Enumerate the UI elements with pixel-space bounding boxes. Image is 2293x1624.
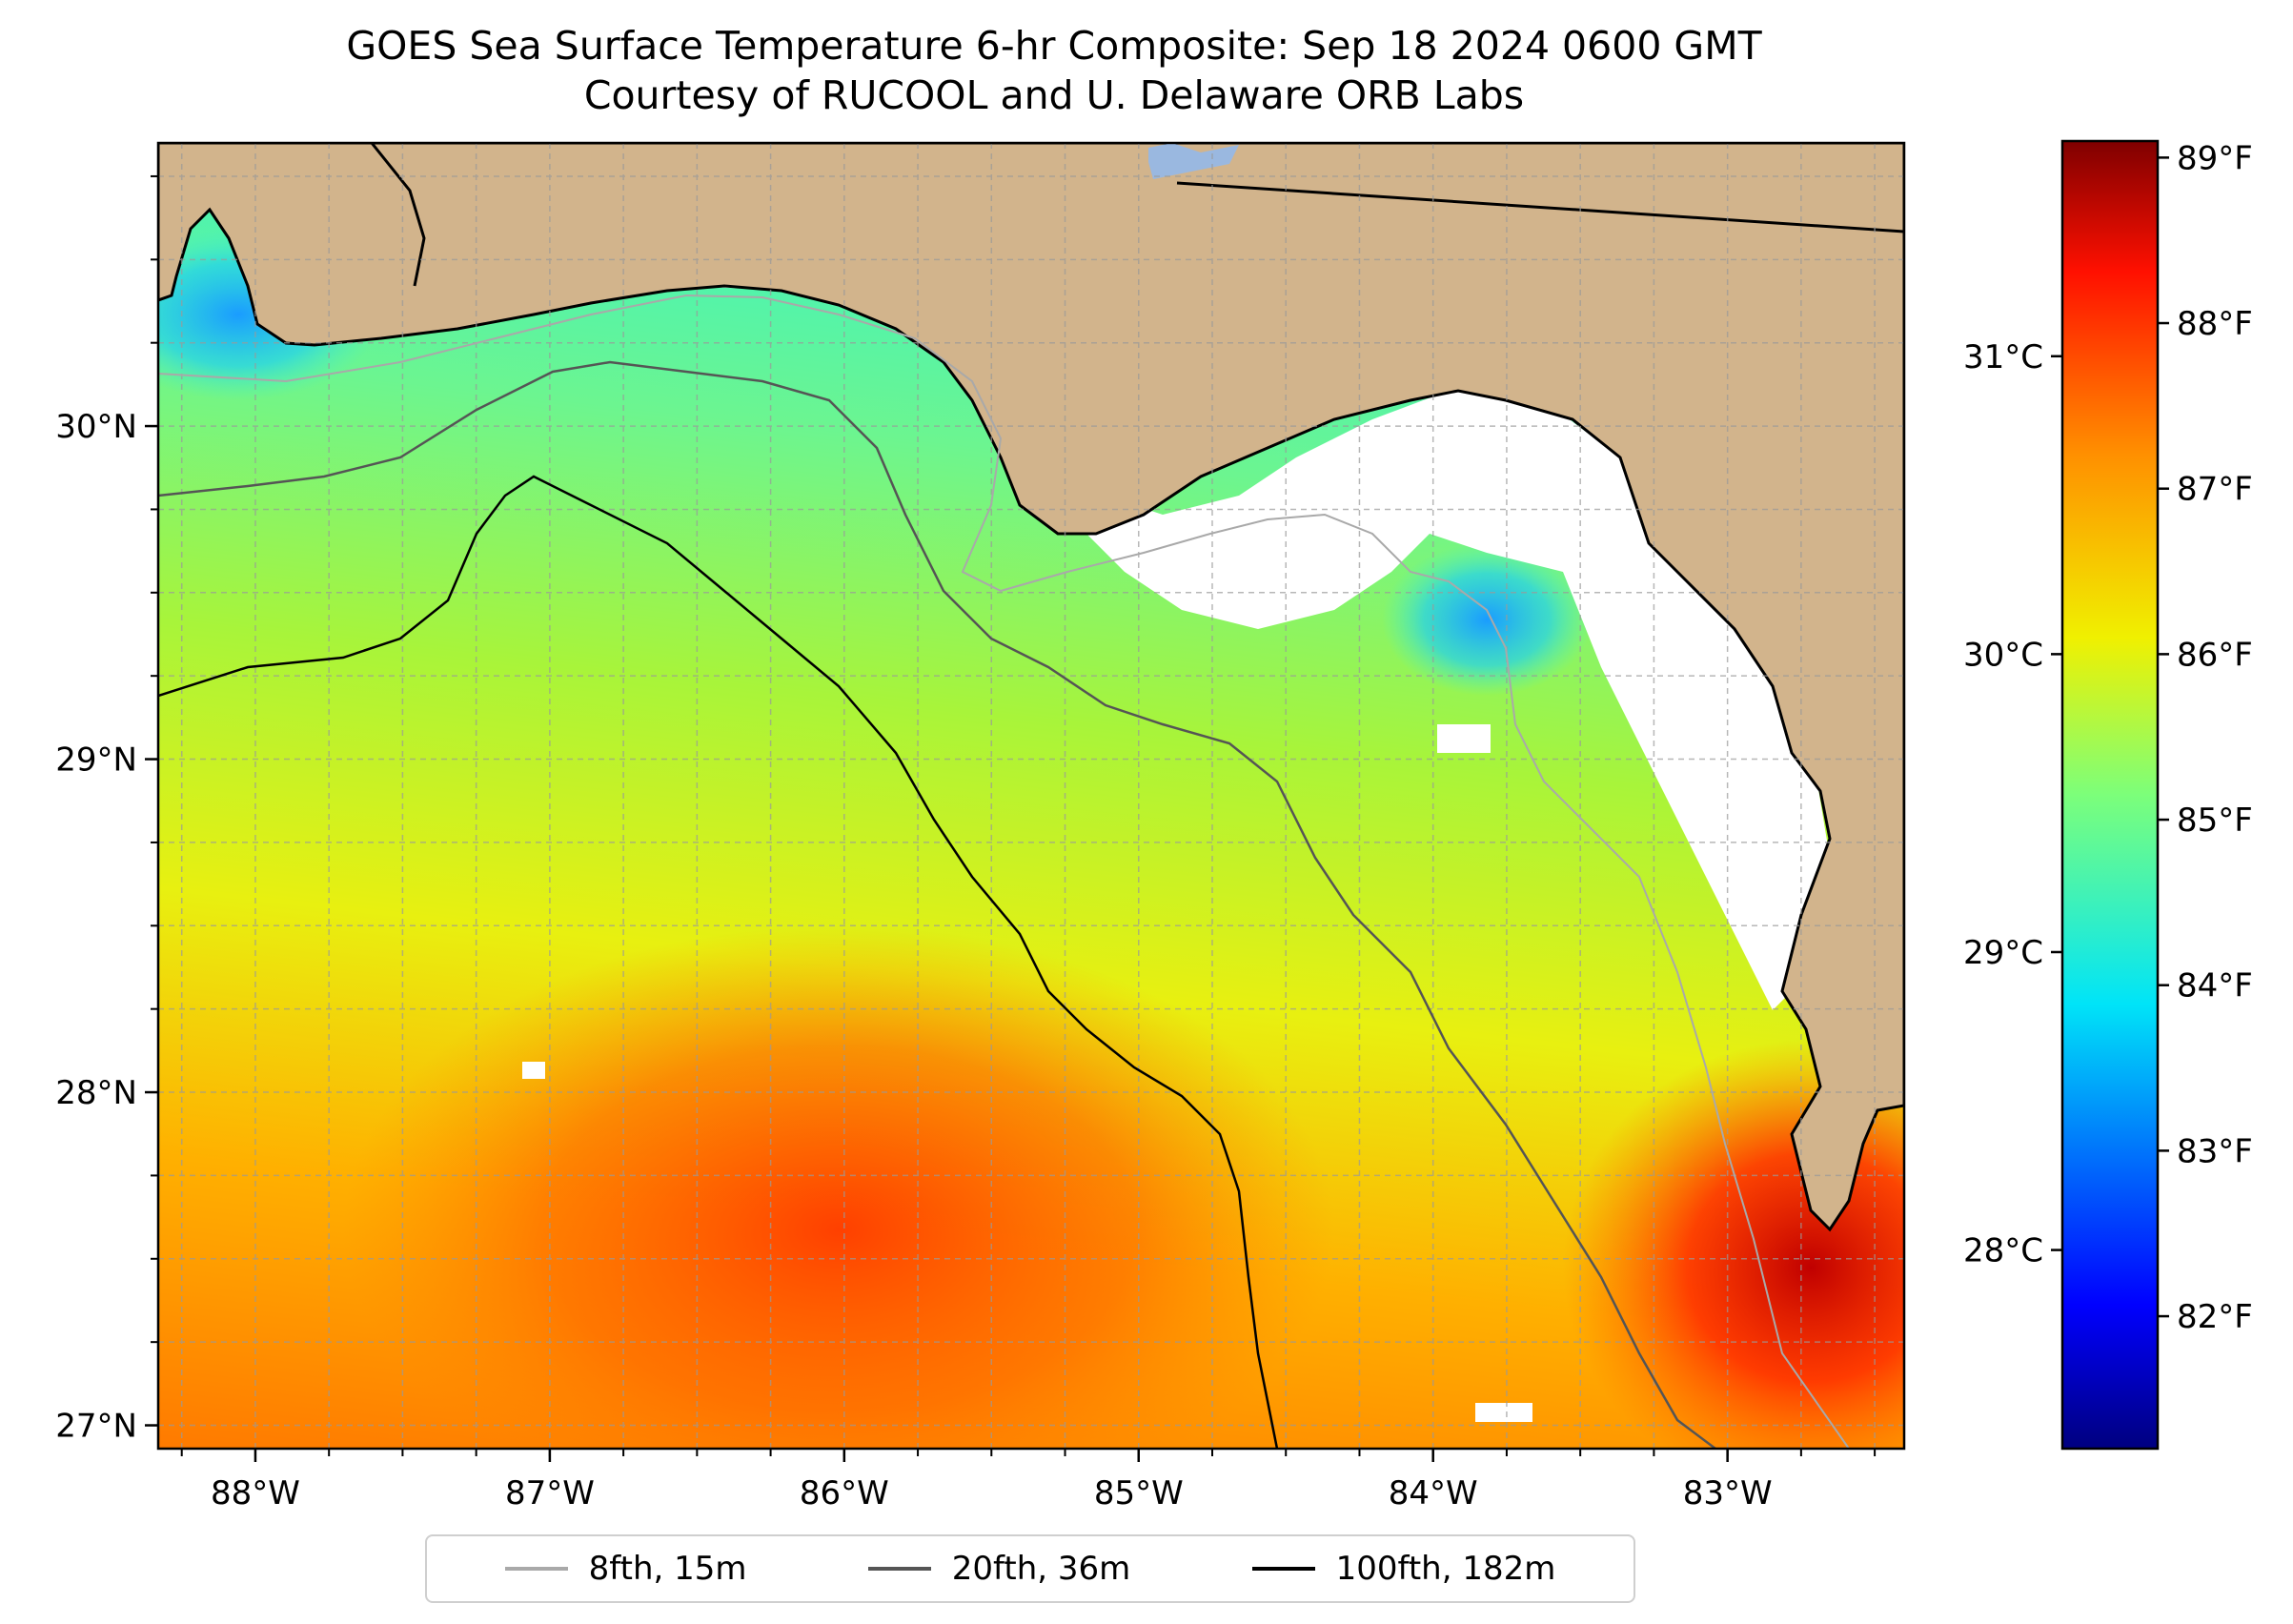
legend-swatch-8fth (504, 1567, 568, 1571)
colorbar-f-tick-label: 85°F (2177, 802, 2253, 840)
legend-swatch-20fth (867, 1567, 931, 1571)
title-line-1: GOES Sea Surface Temperature 6-hr Compos… (346, 23, 1762, 69)
colorbar-f-tick-label: 84°F (2177, 967, 2253, 1005)
colorbar-f-tick-label: 82°F (2177, 1298, 2253, 1336)
colorbar-celsius-axis: 28°C 29°C 30°C 31°C (1963, 338, 2062, 1270)
no-data-patch-2 (1475, 1403, 1532, 1422)
colorbar-fahrenheit-axis: 82°F 83°F 84°F 85°F 86°F 87°F 88°F 89°F (2158, 139, 2253, 1336)
y-tick-label: 29°N (55, 741, 137, 780)
contour-20fth-36m (158, 360, 1716, 1449)
colorbar-f-tick-label: 88°F (2177, 305, 2253, 343)
colorbar-f-tick-label: 83°F (2177, 1132, 2253, 1170)
colorbar-f-tick-label: 89°F (2177, 139, 2253, 177)
legend-label-100fth: 100fth, 182m (1335, 1550, 1556, 1588)
contour-legend: 8fth, 15m 20fth, 36m 100fth, 182m (425, 1534, 1635, 1603)
graticule (158, 143, 1904, 1449)
legend-item-100fth: 100fth, 182m (1251, 1550, 1556, 1588)
x-axis: 88°W 87°W 86°W 85°W 84°W 83°W (180, 1449, 1877, 1512)
x-tick-label: 84°W (1389, 1474, 1478, 1512)
map-frame (156, 141, 1906, 1451)
y-tick-label: 30°N (55, 408, 137, 446)
colorbar-c-tick-label: 31°C (1963, 338, 2043, 376)
y-tick-label: 27°N (55, 1408, 137, 1446)
contour-8fth-15m (158, 294, 1850, 1449)
legend-item-8fth: 8fth, 15m (504, 1550, 747, 1588)
colorbar-c-tick-label: 29°C (1963, 934, 2043, 972)
colorbar (2060, 139, 2160, 1451)
legend-label-20fth: 20fth, 36m (951, 1550, 1131, 1588)
contour-100fth-182m (158, 475, 1279, 1449)
x-tick-label: 85°W (1094, 1474, 1184, 1512)
x-tick-label: 83°W (1683, 1474, 1773, 1512)
colorbar-f-tick-label: 87°F (2177, 471, 2253, 509)
sst-cool-patch-bigbend (1382, 543, 1592, 696)
legend-item-20fth: 20fth, 36m (867, 1550, 1131, 1588)
state-border-fl-ga (1176, 181, 1904, 233)
y-axis: 27°N 28°N 29°N 30°N (55, 174, 158, 1446)
legend-swatch-100fth (1251, 1567, 1315, 1571)
no-data-patch-3 (1437, 724, 1491, 753)
colorbar-f-tick-label: 86°F (2177, 636, 2253, 674)
state-border-al-fl (370, 143, 426, 287)
map-body (158, 143, 1904, 1449)
y-tick-label: 28°N (55, 1074, 137, 1112)
colorbar-c-tick-label: 30°C (1963, 636, 2043, 674)
map-title: GOES Sea Surface Temperature 6-hr Compos… (0, 21, 2108, 120)
no-data-region-north (534, 276, 1830, 1010)
legend-label-8fth: 8fth, 15m (588, 1550, 747, 1588)
lake (1148, 143, 1239, 179)
title-line-2: Courtesy of RUCOOL and U. Delaware ORB L… (583, 72, 1525, 118)
sst-warm-core-west (343, 924, 1334, 1449)
x-tick-label: 88°W (211, 1474, 300, 1512)
colorbar-c-tick-label: 28°C (1963, 1232, 2043, 1270)
no-data-patch-1 (522, 1062, 545, 1079)
x-tick-label: 87°W (505, 1474, 595, 1512)
x-tick-label: 86°W (800, 1474, 889, 1512)
